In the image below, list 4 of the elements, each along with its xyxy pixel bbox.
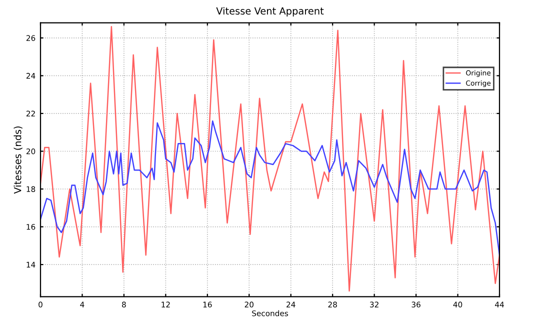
y-axis-title: Vitesses (nds): [14, 126, 22, 194]
line-series: [40, 120, 500, 256]
chart-title: Vitesse Vent Apparent: [216, 7, 324, 17]
line-series: [40, 26, 500, 292]
